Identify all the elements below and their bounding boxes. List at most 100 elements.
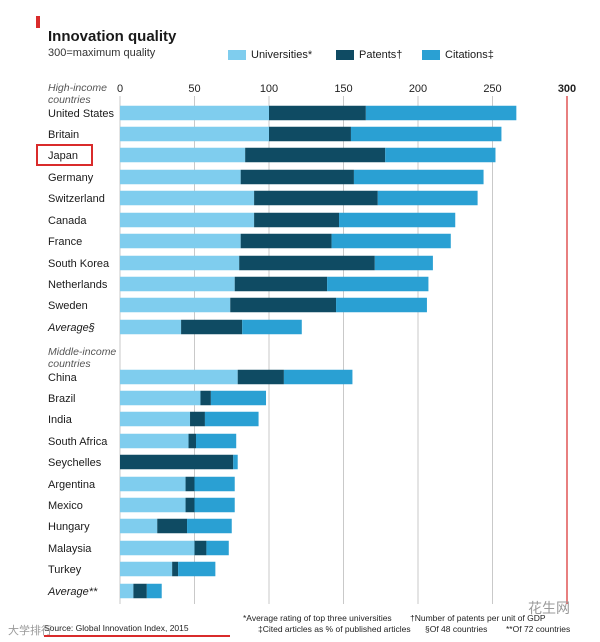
bar-france-universities xyxy=(120,233,241,249)
highlight-box-japan xyxy=(36,144,93,166)
bar-average-patents xyxy=(133,583,147,599)
bar-china-citations xyxy=(283,369,353,385)
category-label-turkey: Turkey xyxy=(48,564,82,576)
legend-swatch-patents xyxy=(336,50,354,60)
bar-germany-citations xyxy=(353,169,484,185)
bar-average-patents xyxy=(181,319,243,335)
category-label-south-africa: South Africa xyxy=(48,436,108,448)
bar-malaysia-patents xyxy=(194,540,207,556)
top-accent-rule xyxy=(36,16,40,28)
bar-united-states-patents xyxy=(269,105,366,121)
category-label-germany: Germany xyxy=(48,172,94,184)
bar-britain-patents xyxy=(269,126,351,142)
bar-turkey-citations xyxy=(178,561,216,577)
category-label-mexico: Mexico xyxy=(48,500,83,512)
bar-britain-citations xyxy=(350,126,502,142)
category-label-hungary: Hungary xyxy=(48,521,90,533)
bar-canada-patents xyxy=(254,212,340,228)
bar-sweden-patents xyxy=(230,297,337,313)
x-tick-label-0: 0 xyxy=(117,83,123,95)
category-label-brazil: Brazil xyxy=(48,393,76,405)
source-underline-arrow xyxy=(44,635,230,637)
bar-argentina-universities xyxy=(120,476,186,492)
bar-germany-universities xyxy=(120,169,241,185)
legend-patents: Patents† xyxy=(336,49,402,61)
watermark-left: 大学排行 xyxy=(8,625,52,637)
bar-britain-universities xyxy=(120,126,269,142)
bar-hungary-universities xyxy=(120,518,158,534)
bar-switzerland-citations xyxy=(377,190,478,206)
bar-netherlands-patents xyxy=(234,276,328,292)
group-label-high-income: High-income countries xyxy=(48,82,107,106)
category-label-argentina: Argentina xyxy=(48,479,96,491)
category-label-netherlands: Netherlands xyxy=(48,279,108,291)
bar-malaysia-citations xyxy=(206,540,229,556)
legend-label-citations: Citations‡ xyxy=(445,49,494,61)
bar-india-patents xyxy=(190,411,205,427)
category-label-south-korea: South Korea xyxy=(48,258,110,270)
category-label-france: France xyxy=(48,236,82,248)
bar-switzerland-patents xyxy=(254,190,378,206)
bar-average-universities xyxy=(120,583,134,599)
bar-seychelles-citations xyxy=(233,454,238,470)
group-label-middle-income: Middle-income countries xyxy=(48,346,117,370)
bar-malaysia-universities xyxy=(120,540,195,556)
bar-argentina-citations xyxy=(194,476,235,492)
chart-subtitle: 300=maximum quality xyxy=(48,47,156,59)
bar-average-universities xyxy=(120,319,182,335)
bar-canada-universities xyxy=(120,212,255,228)
bar-turkey-universities xyxy=(120,561,173,577)
chart-title: Innovation quality xyxy=(48,28,177,45)
bar-argentina-patents xyxy=(185,476,195,492)
bar-brazil-universities xyxy=(120,390,201,406)
legend-label-universities: Universities* xyxy=(251,49,313,61)
bar-united-states-universities xyxy=(120,105,269,121)
bar-mexico-citations xyxy=(194,497,235,513)
bar-sweden-citations xyxy=(336,297,427,313)
category-label-switzerland: Switzerland xyxy=(48,193,105,205)
bar-mexico-patents xyxy=(185,497,195,513)
category-label-britain: Britain xyxy=(48,129,79,141)
bar-south-korea-citations xyxy=(374,255,433,271)
category-label-seychelles: Seychelles xyxy=(48,457,102,469)
footer-note-citations: ‡Cited articles as % of published articl… xyxy=(258,624,411,634)
bar-south-korea-universities xyxy=(120,255,240,271)
bar-china-universities xyxy=(120,369,238,385)
category-label-malaysia: Malaysia xyxy=(48,543,92,555)
bar-india-citations xyxy=(204,411,259,427)
bar-germany-patents xyxy=(240,169,354,185)
bar-netherlands-universities xyxy=(120,276,235,292)
bar-japan-universities xyxy=(120,147,246,163)
legend-swatch-universities xyxy=(228,50,246,60)
category-label-china: China xyxy=(48,372,78,384)
bar-average-citations xyxy=(146,583,162,599)
bar-india-universities xyxy=(120,411,191,427)
bar-average-citations xyxy=(242,319,302,335)
bar-hungary-patents xyxy=(157,518,188,534)
legend-swatch-citations xyxy=(422,50,440,60)
category-label-sweden: Sweden xyxy=(48,300,88,312)
category-label-india: India xyxy=(48,414,73,426)
category-label-average: Average** xyxy=(47,586,98,598)
footer-note-72: **Of 72 countries xyxy=(506,624,571,634)
legend-label-patents: Patents† xyxy=(359,49,403,61)
watermark-right: 花生网 xyxy=(528,600,570,616)
bar-canada-citations xyxy=(339,212,456,228)
legend-citations: Citations‡ xyxy=(422,49,494,61)
legend-universities: Universities* xyxy=(228,49,312,61)
x-tick-label-200: 200 xyxy=(409,83,427,95)
category-label-average: Average§ xyxy=(47,322,95,334)
footer-note-patents: †Number of patents per unit of GDP xyxy=(410,613,546,623)
bar-hungary-citations xyxy=(187,518,232,534)
bar-mexico-universities xyxy=(120,497,186,513)
bar-france-citations xyxy=(331,233,451,249)
footer-note-universities: *Average rating of top three universitie… xyxy=(243,613,392,623)
bar-turkey-patents xyxy=(172,561,179,577)
x-tick-label-150: 150 xyxy=(334,83,352,95)
bar-netherlands-citations xyxy=(327,276,429,292)
bar-seychelles-patents xyxy=(120,454,234,470)
bar-south-africa-universities xyxy=(120,433,189,449)
bar-japan-citations xyxy=(385,147,496,163)
